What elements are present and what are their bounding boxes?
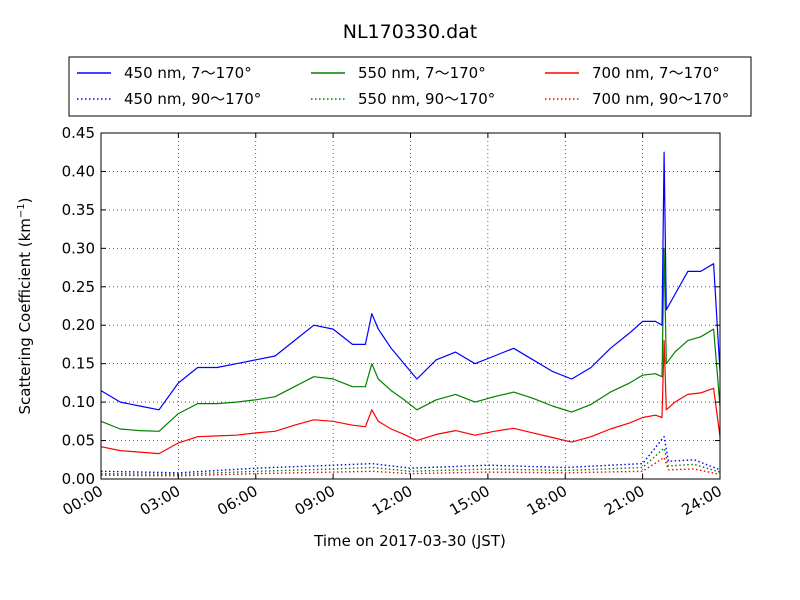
legend-label-1: 450 nm, 90～170° [124,90,261,108]
legend-label-2: 550 nm, 7～170° [358,64,486,82]
y-axis-label: Scattering Coefficient (km−1) [16,197,34,414]
y-tick-label: 0.30 [62,239,95,257]
chart-title: NL170330.dat [343,21,478,43]
x-tick-label: 12:00 [369,482,415,519]
legend-label-4: 700 nm, 7～170° [592,64,720,82]
x-tick-label: 15:00 [446,482,492,519]
y-tick-label: 0.25 [62,278,95,296]
y-tick-label: 0.15 [62,355,95,373]
series-line-4 [100,340,721,455]
y-tick-label: 0.35 [62,201,95,219]
legend-label-5: 700 nm, 90～170° [592,90,729,108]
x-axis-label: Time on 2017-03-30 (JST) [313,532,506,550]
axis-ticks: 00:00 03:00 06:00 09:00 12:00 15:00 18:00 21:00… [60,124,725,519]
x-tick-label: 09:00 [292,482,338,519]
y-tick-label: 0.45 [62,124,95,142]
series-line-3 [100,447,721,476]
y-axis-label-text: Scattering Coefficient (km [16,218,34,414]
x-tick-label: 06:00 [214,482,260,519]
legend-box [68,56,752,117]
legend-label-0: 450 nm, 7～170° [124,64,252,82]
y-axis-label-superscript: −1 [16,203,27,218]
legend: 450 nm, 7～170° 450 nm, 90～170° 550 nm, 7～1… [68,56,752,117]
y-axis-label-close: ) [16,197,34,203]
x-tick-label: 24:00 [679,482,725,519]
grid [101,133,720,479]
series-line-1 [100,436,721,474]
series-lines [100,151,721,477]
legend-label-3: 550 nm, 90～170° [358,90,495,108]
y-tick-label: 0.10 [62,393,95,411]
series-line-0 [100,151,721,411]
y-tick-label: 0.00 [62,470,95,488]
series-line-2 [100,247,721,432]
x-tick-label: 03:00 [137,482,183,519]
series-line-5 [100,456,721,477]
y-tick-label: 0.20 [62,316,95,334]
y-tick-label: 0.40 [62,162,95,180]
x-tick-label: 18:00 [524,482,570,519]
y-tick-label: 0.05 [62,432,95,450]
x-tick-label: 21:00 [601,482,647,519]
